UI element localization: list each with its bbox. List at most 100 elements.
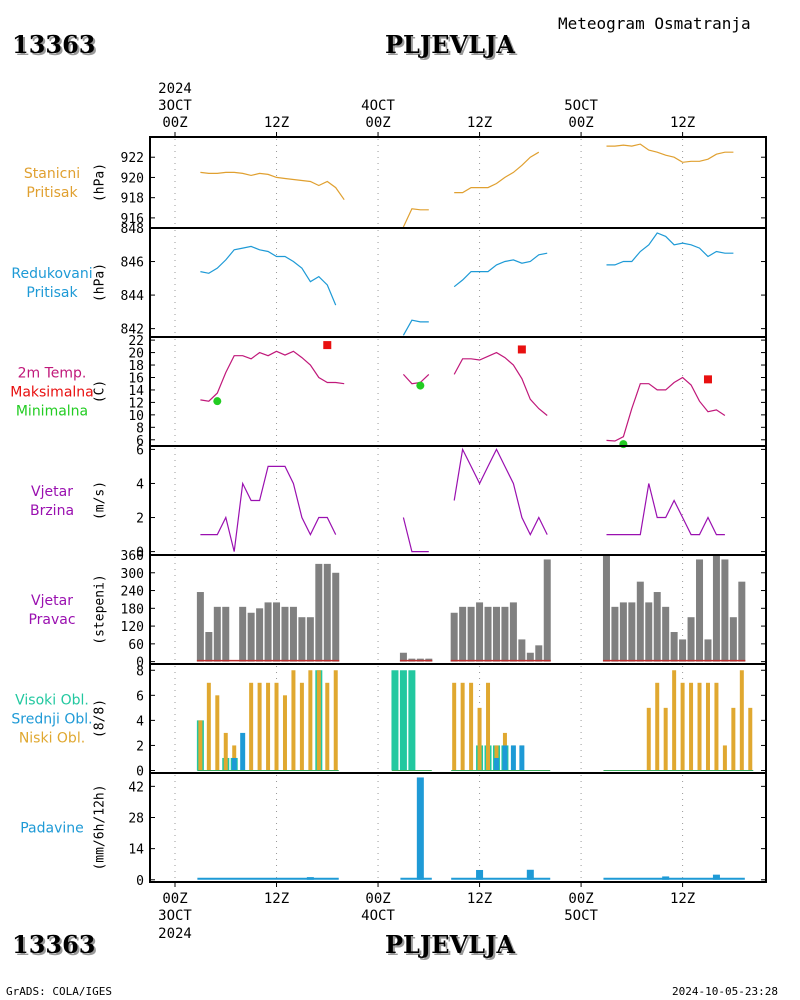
panel-label: Vjetar: [31, 484, 73, 500]
tmax-marker: [703, 375, 712, 384]
y-tick-label: 916: [121, 212, 144, 227]
cloud-bar: [519, 745, 525, 771]
direction-bar: [264, 602, 272, 662]
y-tick-label: 12: [128, 396, 144, 411]
x-tick-label-top: 12Z: [467, 115, 492, 131]
direction-bar: [399, 652, 407, 662]
direction-bar: [679, 639, 687, 662]
cloud-bar: [325, 682, 330, 771]
panel-label: Visoki Obl.: [15, 693, 89, 709]
direction-bar: [619, 602, 627, 662]
y-tick-label: 846: [121, 256, 144, 271]
x-tick-label-top: 4OCT: [361, 98, 395, 114]
direction-bar: [662, 606, 670, 662]
cloud-bar: [308, 670, 313, 771]
direction-bar: [509, 602, 517, 662]
x-tick-label-bottom: 5OCT: [564, 908, 598, 924]
footer-credit: GrADS: COLA/IGES: [6, 985, 112, 998]
panel-label: 2m Temp.: [18, 366, 87, 382]
direction-bar: [602, 555, 610, 662]
x-tick-label-top: 00Z: [162, 115, 187, 131]
series-line: [402, 373, 430, 385]
cloud-bar: [477, 707, 482, 771]
cloud-bar: [663, 707, 668, 771]
precip-bar: [306, 877, 314, 880]
x-tick-label-top: 12Z: [670, 115, 695, 131]
cloud-bar: [469, 682, 474, 771]
cloud-bar: [689, 682, 694, 771]
panel-label: Maksimalna: [10, 385, 94, 401]
panel-temperature: [149, 336, 767, 449]
y-tick-label: 14: [128, 843, 144, 858]
direction-bar: [611, 606, 619, 662]
x-tick-label-bottom: 00Z: [568, 891, 593, 907]
panel-label: Minimalna: [16, 404, 88, 420]
y-tick-label: 848: [121, 222, 144, 237]
station-name-top: PLJEVLJA: [385, 30, 516, 59]
y-axis-label: (stepeni): [93, 574, 108, 644]
direction-bar: [298, 617, 306, 662]
direction-bar: [315, 563, 323, 662]
y-axis-label: (m/s): [93, 481, 108, 520]
y-tick-label: 8: [136, 664, 144, 679]
y-axis-label: (hPa): [93, 263, 108, 302]
cloud-bar: [680, 682, 685, 771]
panel-wind_speed: [149, 445, 767, 556]
cloud-bar: [510, 745, 516, 771]
y-tick-label: 180: [121, 602, 144, 617]
x-tick-label-bottom: 00Z: [162, 891, 187, 907]
y-tick-label: 2: [136, 512, 144, 527]
panel-frame: [149, 772, 767, 883]
panel-label: Pritisak: [26, 185, 78, 201]
cloud-bar: [646, 707, 651, 771]
y-tick-label: 14: [128, 384, 144, 399]
y-tick-label: 8: [136, 421, 144, 436]
direction-bar: [332, 572, 340, 662]
cloud-bar: [198, 720, 203, 771]
series-line: [200, 245, 337, 306]
y-tick-label: 4: [136, 477, 144, 492]
precip-bar: [476, 869, 484, 880]
y-tick-label: 6: [136, 434, 144, 449]
series-line: [402, 208, 429, 228]
direction-bar: [222, 606, 230, 662]
cloud-bar: [282, 695, 287, 771]
panel-label: Vjetar: [31, 593, 73, 609]
cloud-bar: [655, 682, 660, 771]
y-axis-label: (hPa): [93, 163, 108, 202]
y-tick-label: 16: [128, 371, 144, 386]
y-tick-label: 920: [121, 171, 144, 186]
panel-label: Pritisak: [26, 285, 78, 301]
tmin-marker: [213, 397, 222, 406]
cloud-bar: [316, 670, 321, 771]
series-line: [200, 171, 345, 201]
y-axis-label: (8/8): [93, 699, 108, 738]
series-line: [606, 232, 734, 266]
cloud-bar: [257, 682, 262, 771]
cloud-bar: [460, 682, 465, 771]
x-tick-label-top: 00Z: [568, 115, 593, 131]
y-tick-label: 120: [121, 620, 144, 635]
x-tick-label-bottom: 12Z: [467, 891, 492, 907]
direction-bar: [670, 632, 678, 662]
series-line: [453, 447, 548, 536]
y-tick-label: 6: [136, 443, 144, 458]
precip-bar: [526, 869, 534, 880]
cloud-bar: [391, 670, 399, 771]
y-tick-label: 240: [121, 585, 144, 600]
y-tick-label: 922: [121, 151, 144, 166]
panel-station_pressure: [149, 136, 767, 229]
y-tick-label: 0: [136, 546, 144, 561]
panel-label: Pravac: [28, 612, 75, 628]
station-id-top: 13363: [12, 30, 96, 59]
y-tick-label: 20: [128, 347, 144, 362]
direction-bar: [213, 606, 221, 662]
y-tick-label: 6: [136, 689, 144, 704]
y-tick-label: 0: [136, 874, 144, 889]
y-tick-label: 300: [121, 567, 144, 582]
precip-bar: [416, 777, 424, 880]
cloud-bar: [486, 682, 491, 771]
x-tick-label-top: 12Z: [264, 115, 289, 131]
panel-cloud_cover: [149, 663, 767, 774]
